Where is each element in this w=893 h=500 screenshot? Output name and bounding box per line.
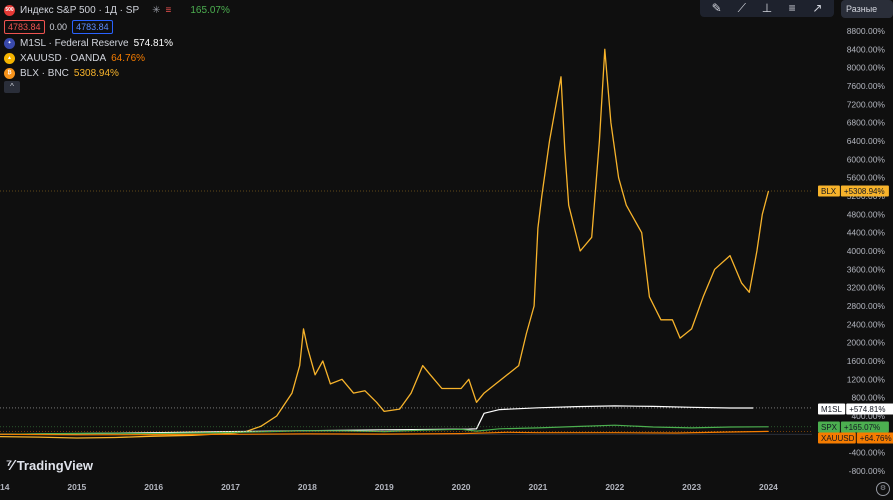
y-tick-label: 6400.00% [847,136,886,146]
y-tick-label: 8800.00% [847,26,886,36]
compare-name: M1SL · Federal Reserve [20,38,129,49]
y-tick-label: 8000.00% [847,63,886,73]
settings-gear-icon[interactable]: ⚙ [876,482,890,496]
compare-value: 64.76% [111,53,146,64]
logo-text: TradingView [16,458,94,473]
chart-legend: 500 Индекс S&P 500 · 1Д · SP ✳ ≡ 165.07%… [4,3,230,81]
series-name-tag [818,432,856,444]
y-tick-label: 4800.00% [847,209,886,219]
horizontal-lines-icon[interactable]: ≡ [788,1,796,15]
series-value-label: +165.07% [844,423,880,432]
x-tick-label: 2021 [528,482,547,492]
series-value-label: +5308.94% [844,187,885,196]
y-tick-label: -800.00% [849,466,886,476]
x-tick-label: 2022 [605,482,624,492]
series-name-tag [818,185,840,197]
equals-icon[interactable]: ≡ [165,5,172,16]
drawing-toolbar: ✎ ⟋ ⊥ ≡ ↗ [700,0,834,17]
y-tick-label: 4000.00% [847,246,886,256]
y-tick-label: 6000.00% [847,154,886,164]
compare-row-blx[interactable]: ₿ BLX · BNC 5308.94% [4,66,230,81]
series-value-tag [840,421,889,433]
sp500-logo-icon: 500 [4,5,15,16]
y-tick-label: 7600.00% [847,81,886,91]
compare-name: XAUUSD · OANDA [20,53,107,64]
bid-ask-row: 4783.84 0.00 4783.84 [4,18,230,36]
flag-icon: ✦ [4,38,15,49]
series-value-tag [846,403,893,415]
x-tick-label: 2017 [221,482,240,492]
scale-select[interactable]: Разные [841,0,893,18]
y-tick-label: 1200.00% [847,374,886,384]
trend-line-icon[interactable]: ⟋ [737,0,746,15]
series-line-spx [0,424,769,435]
y-tick-label: 5600.00% [847,173,886,183]
gold-icon: ▲ [4,53,15,64]
main-symbol-name[interactable]: Индекс S&P 500 · 1Д · SP [20,5,140,16]
compare-row-xauusd[interactable]: ▲ XAUUSD · OANDA 64.76% [4,51,230,66]
compare-value: 574.81% [133,38,174,49]
series-name-label: SPX [821,423,838,432]
series-name-label: M1SL [821,405,842,414]
main-symbol-change: 165.07% [190,5,230,16]
x-tick-label: 2018 [298,482,317,492]
ray-icon[interactable]: ↗ [812,1,823,15]
x-tick-label: 2014 [0,482,10,492]
y-tick-label: 4400.00% [847,228,886,238]
series-value-label: +64.76% [860,434,892,443]
x-tick-label: 2019 [375,482,394,492]
anchor-icon[interactable]: ⊥ [761,1,773,15]
y-tick-label: 2400.00% [847,319,886,329]
series-name-tag [818,403,846,415]
series-name-label: BLX [821,187,837,196]
y-tick-label: 6800.00% [847,118,886,128]
series-value-tag [856,432,893,444]
series-line-xauusd [0,430,769,436]
tradingview-logo[interactable]: ⁷⁄ TradingView [6,457,93,474]
y-tick-label: 800.00% [851,393,885,403]
series-line-blx [0,48,770,439]
y-tick-label: 2000.00% [847,338,886,348]
tv-logo-icon: ⁷⁄ [6,457,14,474]
x-tick-label: 2023 [682,482,701,492]
y-tick-label: 3600.00% [847,264,886,274]
series-value-label: +574.81% [849,405,885,414]
series-name-label: XAUUSD [821,434,855,443]
bitcoin-icon: ₿ [4,68,15,79]
y-tick-label: 400.00% [851,411,885,421]
y-tick-label: -400.00% [849,448,886,458]
series-value-tag [840,185,889,197]
compare-row-m1sl[interactable]: ✦ M1SL · Federal Reserve 574.81% [4,36,230,51]
series-name-tag [818,421,840,433]
ask-price[interactable]: 4783.84 [72,20,113,34]
collapse-legend-button[interactable]: ^ [4,81,20,93]
brush-icon[interactable]: ✎ [711,1,722,15]
compare-value: 5308.94% [73,68,119,79]
x-tick-label: 2015 [67,482,86,492]
y-tick-label: 7200.00% [847,99,886,109]
y-tick-label: 1600.00% [847,356,886,366]
snowflake-icon[interactable]: ✳ [152,5,161,16]
x-tick-label: 2024 [759,482,778,492]
y-tick-label: 8400.00% [847,44,886,54]
y-tick-label: 2800.00% [847,301,886,311]
y-tick-label: 3200.00% [847,283,886,293]
compare-name: BLX · BNC [20,68,69,79]
spread-value: 0.00 [49,21,68,32]
series-line-m1sl [0,405,754,435]
bid-price[interactable]: 4783.84 [4,20,45,34]
x-tick-label: 2020 [452,482,471,492]
main-symbol-row[interactable]: 500 Индекс S&P 500 · 1Д · SP ✳ ≡ 165.07% [4,3,230,18]
x-tick-label: 2016 [144,482,163,492]
